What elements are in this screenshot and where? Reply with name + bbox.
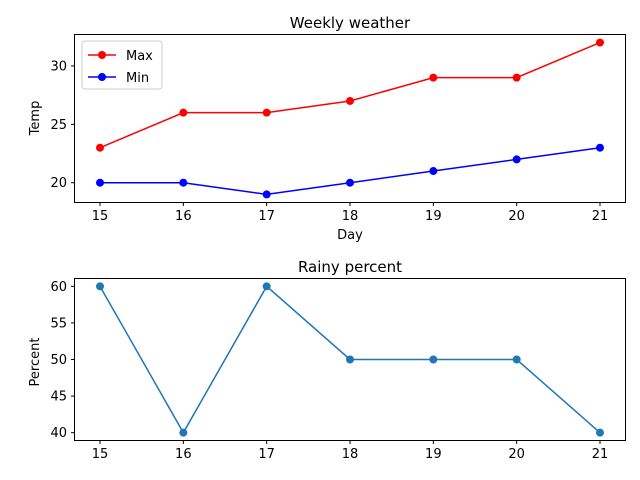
rain-chart-title: Rainy percent [298, 258, 402, 276]
rain-x-tick-label: 18 [342, 447, 359, 462]
temperature-x-axis-label: Day [337, 228, 363, 243]
rain-series [96, 282, 604, 437]
legend-max-marker [98, 51, 106, 59]
legend-max-label: Max [126, 49, 153, 64]
rain-x-tick-label: 15 [92, 447, 109, 462]
temperature-ticks: 15 16 17 18 19 20 21 20 25 30 [50, 59, 608, 224]
legend-min-label: Min [126, 71, 149, 86]
temperature-y-tick-label: 20 [50, 176, 67, 191]
rain-data-point [96, 282, 104, 291]
rain-y-tick-label: 50 [50, 353, 67, 368]
temperature-x-tick-label: 19 [425, 209, 442, 224]
temperature-series [96, 38, 604, 199]
rain-data-point [596, 428, 604, 437]
rain-x-tick-label: 21 [592, 447, 609, 462]
legend-min-marker [98, 73, 106, 81]
max-data-point [512, 73, 521, 82]
rain-x-tick-label: 19 [425, 447, 442, 462]
rain-y-tick-label: 45 [50, 390, 67, 405]
temperature-x-tick-label: 17 [258, 209, 275, 224]
min-data-point [512, 155, 521, 164]
temperature-x-tick-label: 20 [508, 209, 525, 224]
max-data-point [429, 73, 438, 82]
rain-y-tick-label: 40 [50, 426, 67, 441]
temperature-y-tick-label: 25 [50, 118, 67, 133]
rain-y-tick-label: 55 [50, 316, 67, 331]
rain-x-tick-label: 16 [175, 447, 192, 462]
temperature-chart: Weekly weather Day Temp 15 16 17 18 19 20 21 20… [28, 14, 626, 243]
temperature-x-tick-label: 15 [92, 209, 109, 224]
rain-data-point [262, 282, 271, 291]
temperature-y-axis-label: Temp [28, 101, 43, 137]
max-data-point [596, 38, 604, 47]
min-data-point [179, 178, 188, 187]
temperature-x-tick-label: 16 [175, 209, 192, 224]
rain-y-axis-label: Percent [28, 338, 43, 387]
temperature-x-tick-label: 18 [342, 209, 359, 224]
min-data-point [346, 178, 354, 187]
rain-data-point [429, 355, 438, 364]
rain-plot-frame [74, 278, 626, 441]
rain-data-point [512, 355, 521, 364]
temperature-y-tick-label: 30 [50, 59, 67, 74]
min-data-point [596, 143, 604, 152]
max-data-point [96, 143, 104, 152]
min-data-point [429, 167, 438, 176]
min-data-point [262, 190, 271, 199]
rain-data-point [179, 428, 188, 437]
temperature-chart-title: Weekly weather [290, 14, 411, 32]
max-data-point [262, 108, 271, 117]
temperature-x-tick-label: 21 [592, 209, 609, 224]
rain-y-tick-label: 60 [50, 280, 67, 295]
rain-ticks: 15 16 17 18 19 20 21 40 45 50 55 60 [50, 280, 608, 462]
temperature-plot-frame [74, 34, 626, 203]
rain-x-tick-label: 20 [508, 447, 525, 462]
rain-data-point [346, 355, 354, 364]
max-data-point [179, 108, 188, 117]
temperature-legend: Max Min [81, 40, 163, 90]
max-data-point [346, 96, 354, 105]
min-data-point [96, 178, 104, 187]
rain-chart: Rainy percent Percent 15 16 17 18 19 20 21 40 45… [28, 258, 626, 462]
rain-x-tick-label: 17 [258, 447, 275, 462]
